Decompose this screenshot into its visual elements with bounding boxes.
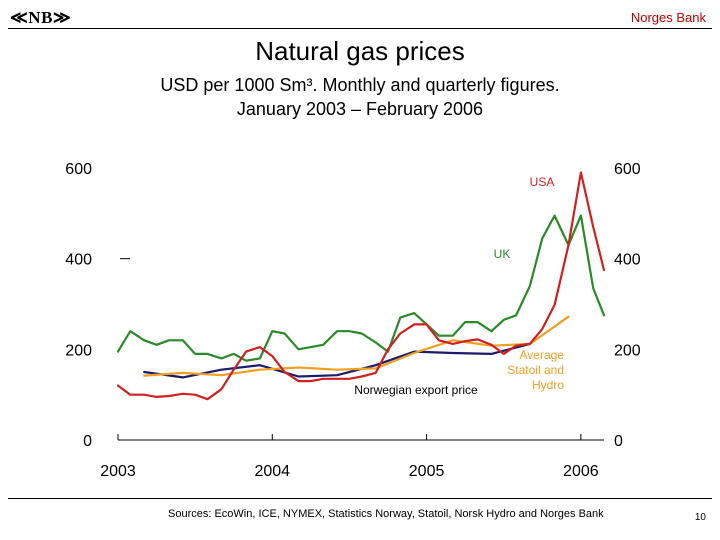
footer-divider bbox=[8, 498, 712, 499]
page-number: 10 bbox=[694, 512, 706, 523]
series-layer bbox=[116, 171, 606, 401]
series-label-norwegian: Norwegian export price bbox=[354, 383, 478, 397]
x-tick-label-2004: 2004 bbox=[254, 463, 290, 480]
page-subtitle: USD per 1000 Sm³. Monthly and quarterly … bbox=[0, 73, 720, 121]
y-tick-label-right-400: 400 bbox=[614, 252, 641, 269]
x-tick-label-2003: 2003 bbox=[100, 463, 136, 480]
series-label-usa: USA bbox=[530, 175, 555, 189]
series-label-uk: UK bbox=[494, 247, 511, 261]
y-tick-label-left-600: 600 bbox=[65, 161, 92, 178]
y-tick-label-right-200: 200 bbox=[614, 342, 641, 359]
series-labels: USA UK Norwegian export price AverageStatoi… bbox=[354, 175, 564, 397]
y-tick-label-left-0: 0 bbox=[83, 433, 92, 450]
x-tick-label-2006: 2006 bbox=[563, 463, 599, 480]
x-tick-label-2005: 2005 bbox=[409, 463, 445, 480]
page-title: Natural gas prices bbox=[255, 36, 465, 66]
subtitle-line-2: January 2003 – February 2006 bbox=[236, 99, 484, 119]
series-label-average-line-3: Hydro bbox=[532, 378, 564, 392]
y-tick-label-right-0: 0 bbox=[614, 433, 623, 450]
series-line-usa bbox=[116, 171, 606, 401]
sources-note: Sources: EcoWin, ICE, NYMEX, Statistics … bbox=[168, 508, 604, 520]
header-divider bbox=[8, 28, 712, 29]
series-label-average-line-2: Statoil and bbox=[507, 363, 564, 377]
y-tick-label-left-200: 200 bbox=[65, 342, 92, 359]
norges-bank-logo: ≪NB≫ bbox=[10, 8, 72, 27]
y-tick-label-left-400: 400 bbox=[65, 252, 92, 269]
subtitle-line-1: USD per 1000 Sm³. Monthly and quarterly … bbox=[160, 75, 560, 95]
chart-axes: 2003 2004 2005 2006 0 0 200 200 400 400 600 600 bbox=[65, 161, 641, 480]
series-label-average-line-1: Average bbox=[520, 348, 565, 362]
y-tick-label-right-600: 600 bbox=[614, 161, 641, 178]
series-line-norwegian bbox=[143, 342, 532, 379]
series-line-uk bbox=[116, 214, 606, 362]
bank-name: Norges Bank bbox=[630, 10, 706, 25]
series-line-average bbox=[143, 315, 570, 377]
